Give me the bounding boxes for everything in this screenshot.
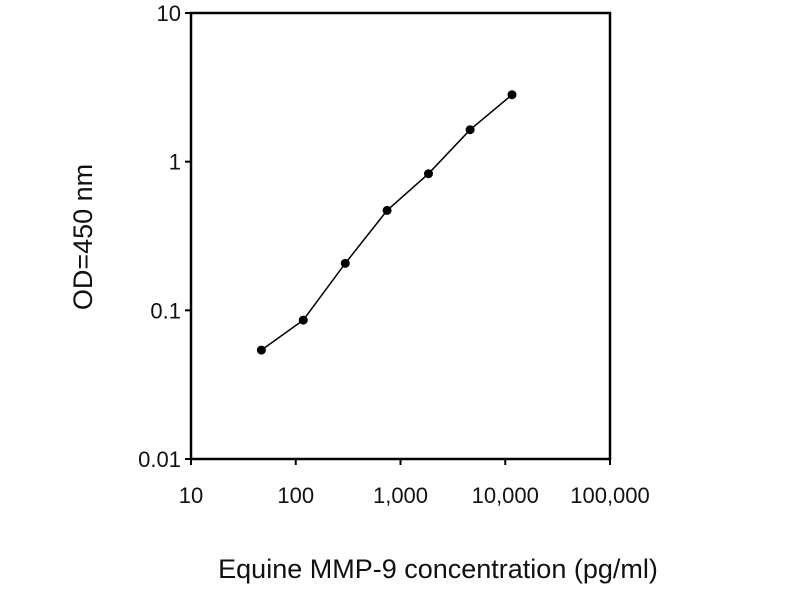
x-tick-label: 100,000 (570, 483, 650, 508)
y-tick-label: 0.01 (138, 447, 181, 472)
plot-frame (189, 11, 612, 461)
y-axis-label: OD=450 nm (68, 164, 98, 310)
x-tick-label: 10,000 (472, 483, 539, 508)
x-axis-label: Equine MMP-9 concentration (pg/ml) (218, 554, 658, 584)
x-tick-label: 10 (179, 483, 203, 508)
data-point (382, 205, 392, 215)
data-point (256, 345, 266, 355)
x-tick-label: 100 (277, 483, 314, 508)
x-tick-label: 1,000 (373, 483, 428, 508)
y-tick-label: 10 (157, 1, 181, 26)
series-line (260, 94, 513, 351)
data-point (340, 258, 350, 268)
ticks: 10 100 1,000 10,000 100,000 0.01 0.1 1 10 (138, 1, 650, 508)
series (256, 90, 517, 355)
data-point (465, 125, 475, 135)
axes (189, 11, 612, 461)
y-tick-label: 1 (169, 150, 181, 175)
data-point (507, 90, 517, 100)
data-point (423, 169, 433, 179)
y-tick-label: 0.1 (150, 298, 181, 323)
data-point (298, 315, 308, 325)
